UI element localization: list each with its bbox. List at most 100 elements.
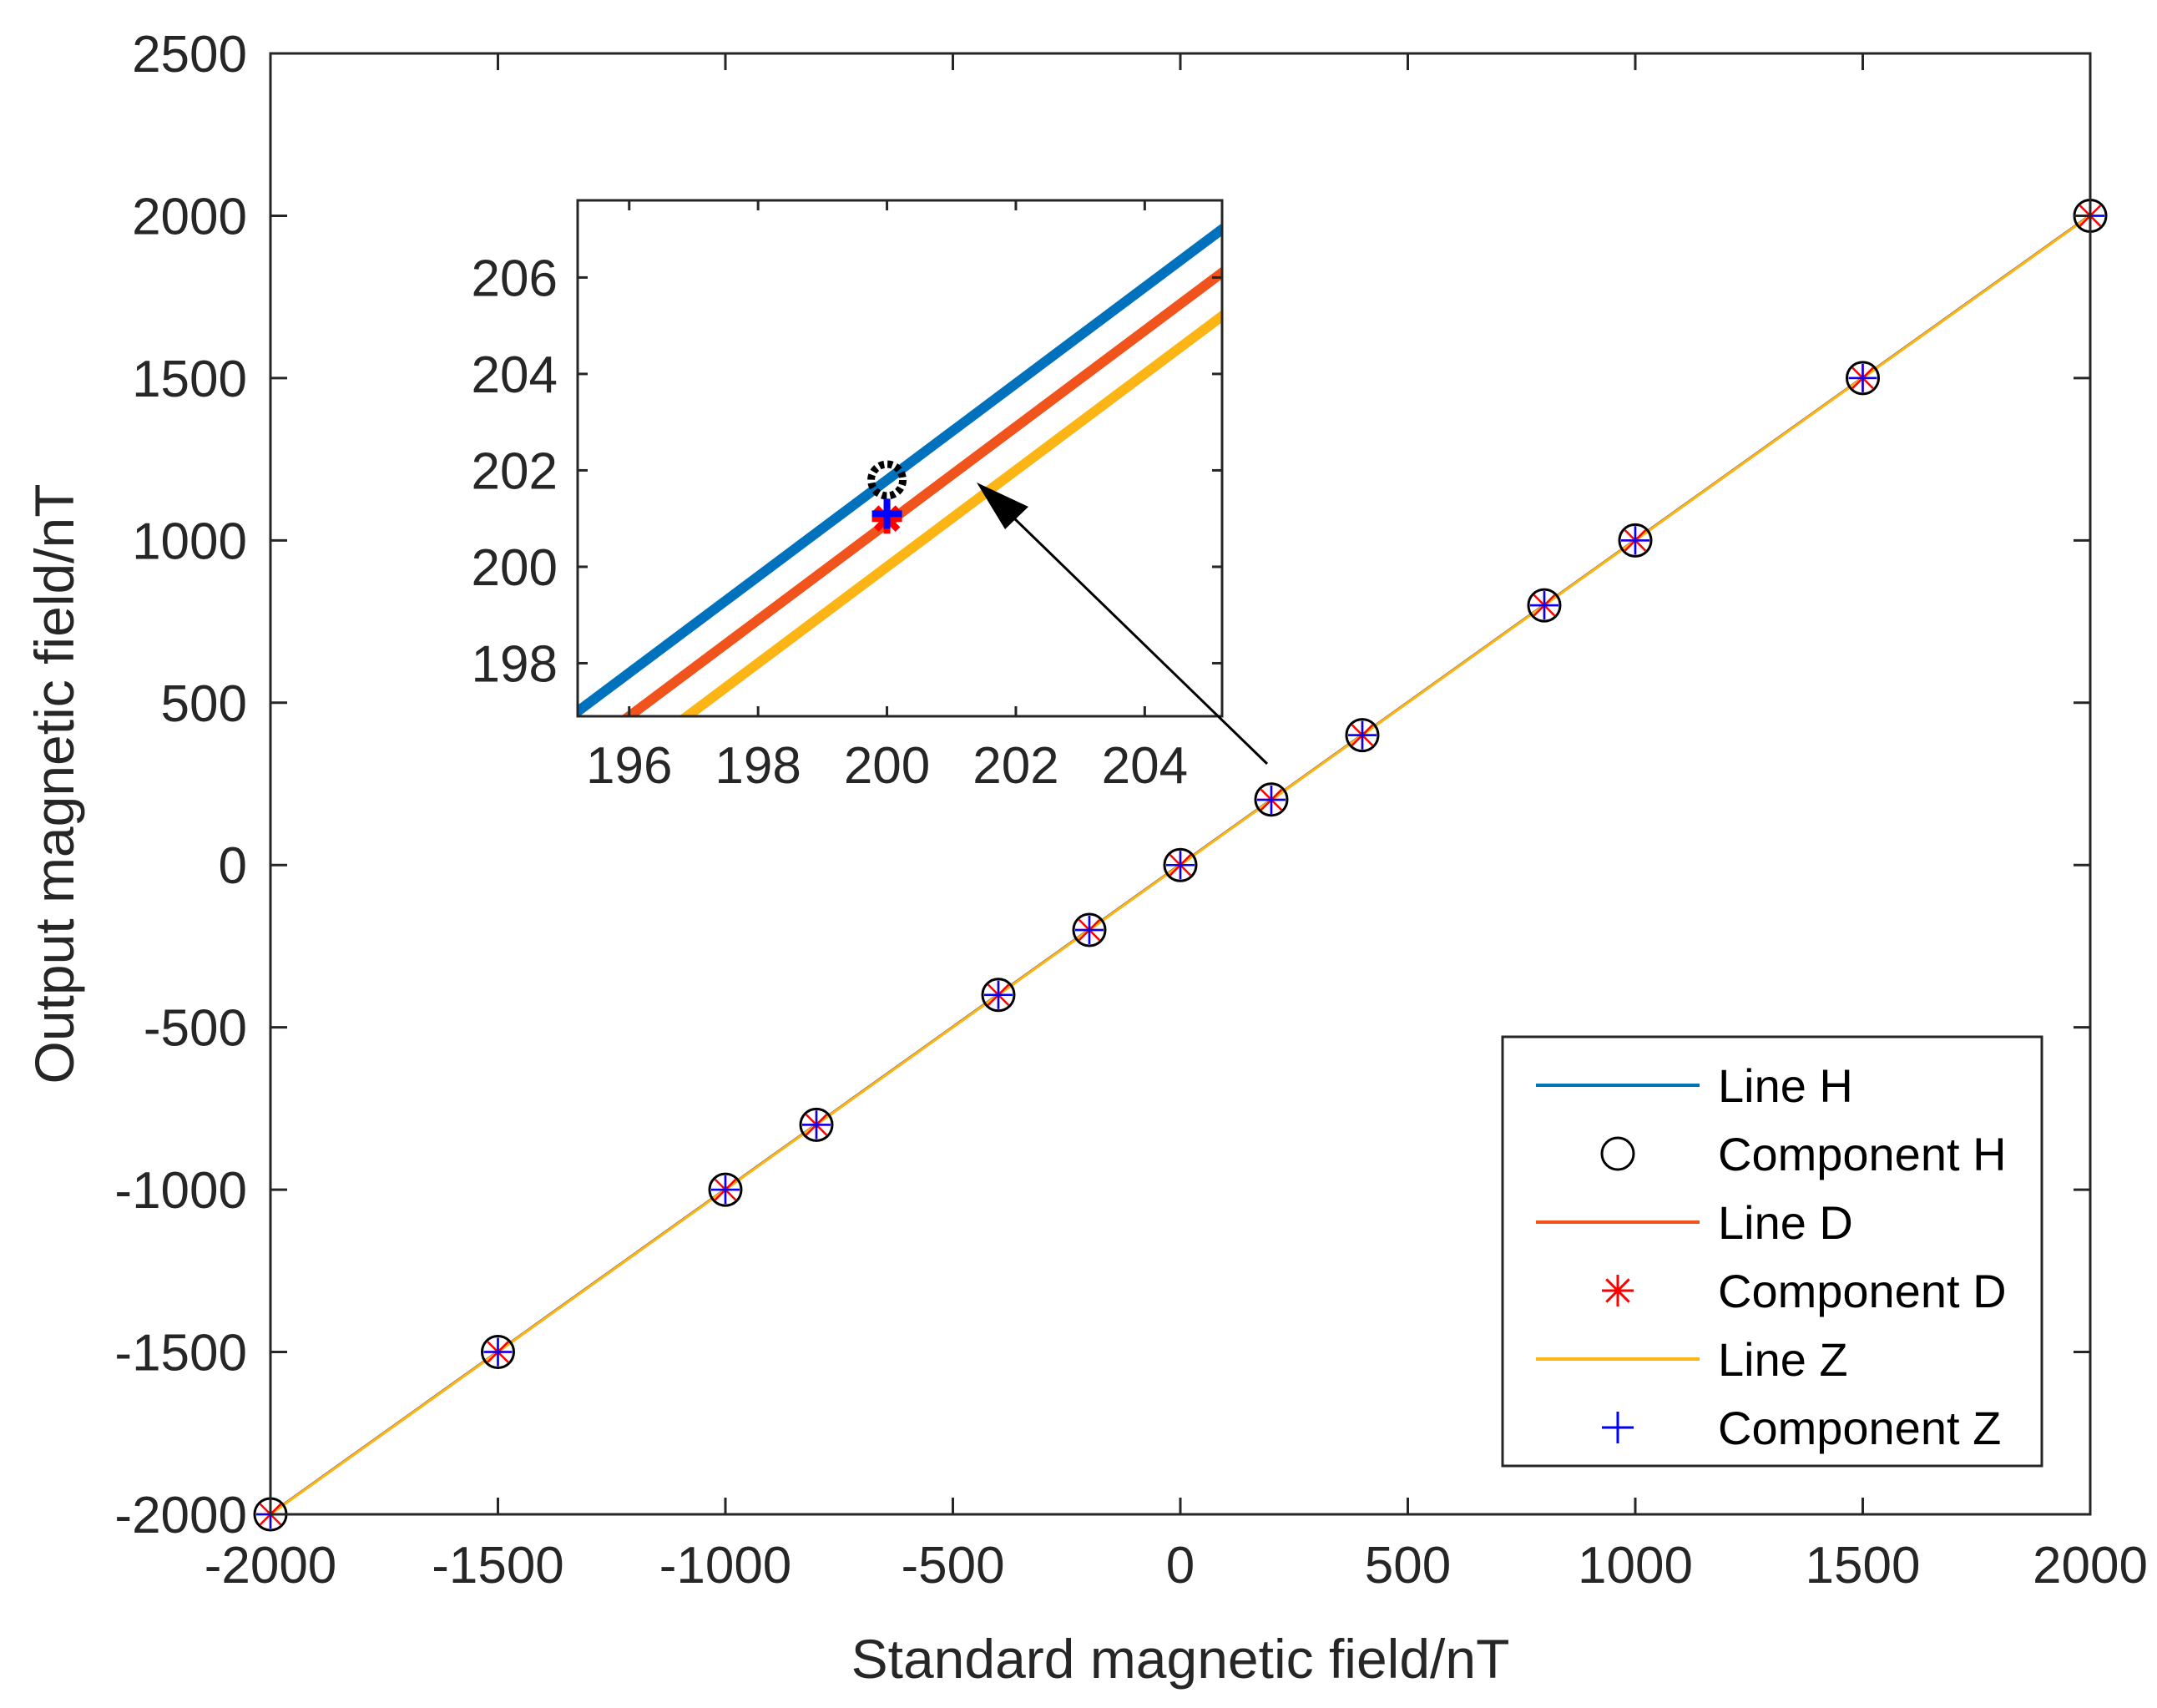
legend-entry-component-h: Component H [1600,1128,2007,1180]
legend-label: Line Z [1718,1333,1848,1386]
data-point-component-z [1166,851,1195,880]
legend-entry-component-z: Component Z [1602,1402,2001,1454]
y-tick-label: 0 [219,837,247,895]
inset-y-tick-labels: 198 200 202 204 206 [472,250,558,693]
zoom-arrow-head [977,483,1028,529]
asterisk-mark-d2 [1605,1278,1630,1303]
y-tick-label: 1000 [132,513,247,570]
y-tick-label: 2000 [132,188,247,245]
legend-entries: Line H Component H Line D Component D Line Z… [1536,1059,2007,1454]
inset-x-tick-label: 196 [586,737,672,795]
legend-entry-line-h: Line H [1536,1059,1853,1112]
inset-y-tick-label: 204 [472,346,558,404]
data-point-component-z [483,1337,513,1367]
circle-mark [1072,912,1107,947]
inset-data-point-component-h [867,460,907,500]
inset-y-tick-label: 198 [472,635,558,693]
data-point-component-h [481,1335,515,1370]
circle-mark [1600,1136,1635,1171]
legend-entry-line-d: Line D [1536,1196,1853,1249]
data-point-component-h [1163,847,1198,882]
inset-y-tick-label: 202 [472,442,558,500]
legend-swatch-marker [1602,1275,1634,1306]
circle-mark [708,1172,743,1207]
circle-mark [1163,847,1198,882]
circle-mark [1345,718,1380,753]
legend-label: Line D [1718,1196,1853,1249]
data-point-component-z [711,1175,740,1205]
legend-entry-line-z: Line Z [1536,1333,1848,1386]
circle-mark [799,1107,834,1142]
x-tick-label: -500 [901,1537,1004,1594]
inset-series-line-h [578,223,1222,716]
circle-mark [981,978,1016,1013]
y-tick-label: -2000 [114,1487,247,1544]
data-point-component-h [799,1107,834,1142]
x-tick-label: 1500 [1806,1537,1921,1594]
legend-swatch-marker [1600,1136,1635,1171]
data-point-component-z [1075,916,1104,944]
legend: Line H Component H Line D Component D Line Z… [1501,1035,2043,1468]
inset-plot: 196 198 200 202 204 198 200 202 204 206 [472,199,1224,795]
y-tick-label: -1000 [114,1162,247,1220]
inset-axes-box [576,199,1224,718]
data-point-component-z [1257,786,1286,815]
inset-clipped-layer [578,223,1222,716]
x-tick-label: -1000 [659,1537,792,1594]
legend-swatch-marker [1602,1412,1634,1443]
inset-ticks [578,200,1222,716]
inset-series-line-z [679,310,1222,716]
x-tick-label: 500 [1365,1537,1451,1594]
zoom-arrow-shaft [1010,514,1269,766]
x-tick-label: -2000 [205,1537,337,1594]
circle-mark [1527,588,1562,623]
data-point-component-z [1348,720,1377,750]
inset-x-tick-label: 200 [844,737,930,795]
data-point-component-z [1530,591,1558,620]
circle-mark [867,460,907,500]
y-axis-title: Output magnetic field/nT [23,483,85,1084]
legend-box [1501,1035,2043,1468]
data-point-component-h [1618,523,1653,558]
data-point-component-h [1846,361,1880,396]
x-tick-label: -1500 [432,1537,564,1594]
inset-x-tick-labels: 196 198 200 202 204 [586,737,1188,795]
zoom-arrow [977,483,1269,766]
y-tick-label: -1500 [114,1325,247,1382]
data-point-component-z [1621,526,1649,555]
data-point-component-h [1072,912,1107,947]
legend-label: Component H [1718,1128,2007,1180]
data-point-component-z [802,1110,831,1140]
circle-mark [481,1335,515,1370]
circle-mark [1254,782,1289,817]
y-tick-label: 1500 [132,351,247,408]
y-tick-labels: -2000 -1500 -1000 -500 0 500 1000 1500 2000 2500 [114,26,247,1544]
legend-entry-component-d: Component D [1602,1265,2007,1317]
data-point-component-z [984,980,1013,1009]
main-ticks [269,52,2092,1516]
legend-label: Component D [1718,1265,2007,1317]
inset-y-tick-label: 206 [472,250,558,307]
x-tick-label: 0 [1166,1537,1195,1594]
data-point-component-h [1527,588,1562,623]
data-point-component-h [981,978,1016,1013]
x-axis-title: Standard magnetic field/nT [851,1628,1510,1690]
inset-data-layer [578,223,1222,716]
y-tick-label: 500 [161,675,247,733]
legend-label: Line H [1718,1059,1853,1112]
data-point-component-h [1345,718,1380,753]
inset-x-tick-label: 198 [715,737,801,795]
inset-x-tick-label: 204 [1102,737,1188,795]
x-tick-label: 2000 [2033,1537,2148,1594]
legend-label: Component Z [1718,1402,2001,1454]
y-tick-label: 2500 [132,26,247,83]
x-tick-label: 1000 [1578,1537,1693,1594]
circle-mark [1618,523,1653,558]
circle-mark [1846,361,1880,396]
inset-y-tick-label: 200 [472,539,558,597]
main-plot: -2000 -1500 -1000 -500 0 500 1000 1500 2000 -200… [23,26,2148,1690]
inset-x-tick-label: 202 [972,737,1058,795]
x-tick-labels: -2000 -1500 -1000 -500 0 500 1000 1500 2000 [205,1537,2148,1594]
data-point-component-h [1254,782,1289,817]
